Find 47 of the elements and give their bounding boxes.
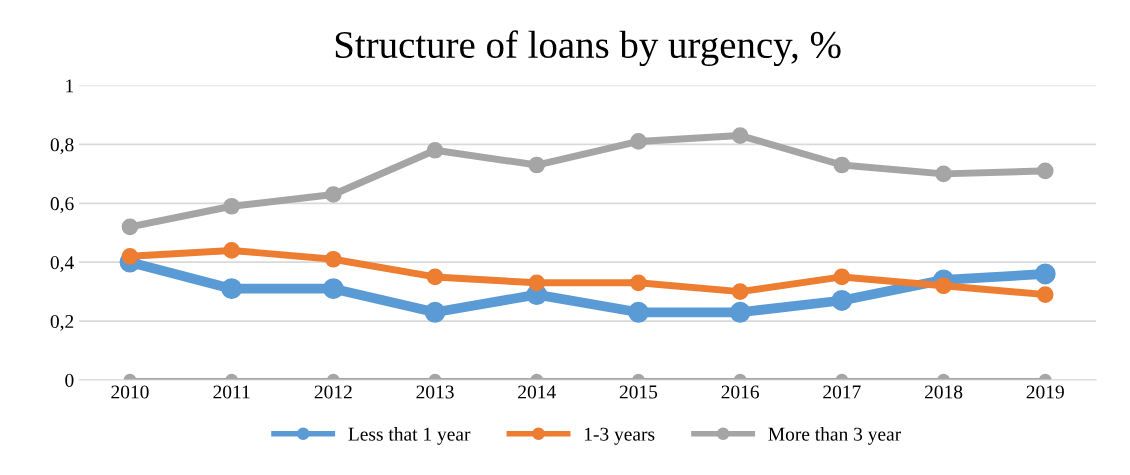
legend-label: Less that 1 year [348, 427, 471, 445]
y-tick-label: 0,4 [50, 256, 74, 272]
x-tick-label: 2010 [111, 385, 149, 399]
point [1036, 162, 1054, 180]
x-tick-label: 2017 [823, 385, 861, 399]
point [426, 268, 444, 286]
point [325, 250, 342, 268]
point [528, 274, 546, 292]
point [121, 218, 139, 236]
point [731, 127, 749, 144]
point [223, 197, 240, 215]
y-tick-label: 0,6 [50, 197, 74, 214]
point [221, 278, 243, 300]
point [121, 247, 139, 265]
point [322, 278, 344, 300]
point [729, 301, 751, 323]
point [528, 156, 546, 174]
point [935, 277, 952, 295]
point [325, 186, 342, 203]
x-tick-label: 2015 [619, 385, 658, 399]
x-tick-label: 2013 [416, 385, 454, 399]
x-tick-label: 2014 [518, 385, 556, 399]
point [223, 242, 240, 259]
x-tick-label: 2016 [721, 385, 760, 399]
y-tick-label: 0,8 [50, 138, 74, 155]
point [424, 301, 446, 323]
chart-title: Structure of loans by urgency, % [335, 30, 841, 67]
point [1036, 286, 1054, 303]
point [831, 290, 853, 311]
point [1034, 263, 1056, 285]
point [833, 268, 851, 286]
point [630, 133, 647, 150]
point [731, 283, 749, 300]
y-tick-label: 0,2 [50, 314, 74, 331]
x-tick-label: 2012 [314, 385, 352, 399]
x-tick-label: 2018 [924, 385, 963, 399]
x-tick-label: 2019 [1026, 385, 1064, 399]
point [630, 274, 647, 292]
legend-label: 1-3 years [584, 427, 655, 445]
y-tick-label: 0 [65, 373, 74, 387]
point [935, 165, 952, 183]
point [628, 301, 649, 323]
legend-label: More than 3 year [768, 427, 902, 445]
x-tick-label: 2011 [213, 385, 250, 399]
point [426, 141, 444, 159]
y-tick-label: 1 [66, 79, 74, 93]
point [833, 156, 851, 174]
